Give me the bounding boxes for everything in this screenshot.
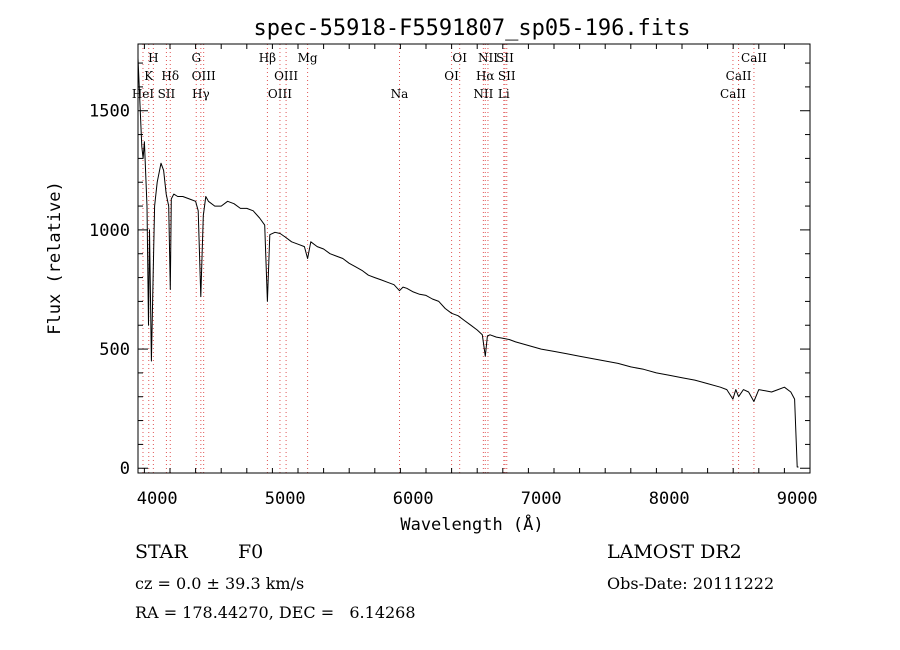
chart-title: spec-55918-F5591807_sp05-196.fits xyxy=(253,16,690,41)
line-label-15: Na xyxy=(391,87,409,101)
x-axis-label: Wavelength (Å) xyxy=(400,513,543,535)
line-label-0: CaII xyxy=(741,51,767,65)
x-tick-label-0: 4000 xyxy=(137,489,178,509)
line-label-7: SII xyxy=(158,87,176,101)
x-tick-label-2: 6000 xyxy=(393,489,434,509)
line-label-21: SII xyxy=(498,69,516,83)
coordinates-label: RA = 178.44270, DEC = 6.14268 xyxy=(135,603,416,622)
line-label-3: H xyxy=(148,51,158,65)
line-label-22: NII xyxy=(473,87,493,101)
axis-ticks: 4000 5000 6000 7000 8000 9000 0 500 1000 1500 xyxy=(89,44,818,509)
y-tick-label-2: 1000 xyxy=(89,221,130,241)
x-tick-label-3: 7000 xyxy=(521,489,562,509)
line-label-6: Hδ xyxy=(161,69,179,83)
x-tick-label-4: 8000 xyxy=(649,489,690,509)
line-label-1: CaII xyxy=(726,69,752,83)
line-label-10: Hγ xyxy=(192,87,210,101)
x-tick-label-5: 9000 xyxy=(777,489,818,509)
line-labels: CaIICaIICaIIHKHeIHδSIIGOIIIHγHβOIIIOIIIM… xyxy=(132,51,767,101)
spectrum-series xyxy=(138,58,799,467)
plot-frame xyxy=(138,44,810,473)
class-label: STAR xyxy=(135,541,188,563)
obs-date-label: Obs-Date: 20111222 xyxy=(607,574,774,593)
line-label-14: Mg xyxy=(298,51,318,65)
y-axis-label: Flux (relative) xyxy=(45,181,65,335)
survey-label: LAMOST DR2 xyxy=(607,541,742,563)
redshift-label: cz = 0.0 ± 39.3 km/s xyxy=(135,574,304,593)
line-label-9: OIII xyxy=(192,69,216,83)
line-label-16: OI xyxy=(452,51,467,65)
line-label-4: K xyxy=(144,69,154,83)
line-label-20: Hα xyxy=(476,69,495,83)
line-label-12: OIII xyxy=(274,69,298,83)
line-label-11: Hβ xyxy=(259,51,276,65)
line-label-13: OIII xyxy=(268,87,292,101)
y-tick-label-1: 500 xyxy=(99,340,130,360)
line-label-5: HeI xyxy=(132,87,155,101)
line-label-19: SII xyxy=(496,51,514,65)
x-tick-label-1: 5000 xyxy=(265,489,306,509)
line-label-17: OI xyxy=(444,69,459,83)
line-label-2: CaII xyxy=(720,87,746,101)
y-tick-label-3: 1500 xyxy=(89,102,130,122)
subclass-label: F0 xyxy=(238,541,263,563)
line-label-8: G xyxy=(191,51,201,65)
line-label-23: Li xyxy=(498,87,510,101)
y-tick-label-0: 0 xyxy=(120,459,130,479)
spectrum-line xyxy=(138,58,799,467)
line-markers xyxy=(143,44,754,473)
